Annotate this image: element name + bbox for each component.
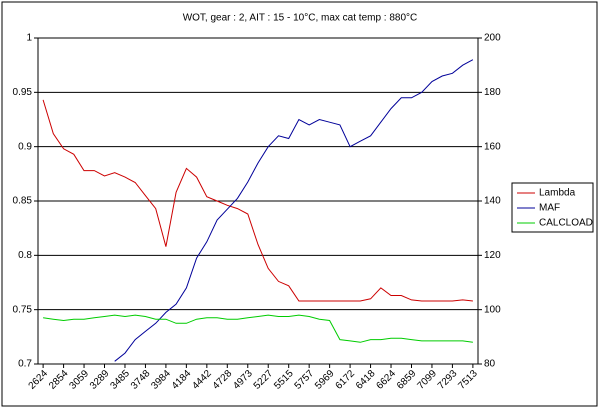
series-line: [43, 314, 473, 343]
y2-tick-label: 200: [484, 33, 501, 44]
y2-tick-label: 80: [484, 359, 496, 370]
y-tick-label: 1: [26, 33, 32, 44]
legend-label: CALCLOAD: [539, 218, 593, 229]
y-tick-label: 0.95: [13, 87, 33, 98]
y2-tick-label: 120: [484, 250, 501, 261]
legend-label: MAF: [539, 203, 560, 214]
y-tick-label: 0.7: [18, 359, 32, 370]
y2-tick-label: 100: [484, 304, 501, 315]
y-tick-label: 0.8: [18, 250, 32, 261]
y-tick-label: 0.85: [13, 196, 33, 207]
series-line: [114, 59, 474, 362]
y-tick-label: 0.9: [18, 141, 32, 152]
series-line: [42, 99, 473, 302]
y-tick-label: 0.75: [13, 304, 33, 315]
chart-title: WOT, gear : 2, AIT : 15 - 10°C, max cat …: [183, 13, 418, 24]
legend-label: Lambda: [539, 188, 576, 199]
y2-tick-label: 160: [484, 141, 501, 152]
y2-tick-label: 140: [484, 196, 501, 207]
y2-tick-label: 180: [484, 87, 501, 98]
